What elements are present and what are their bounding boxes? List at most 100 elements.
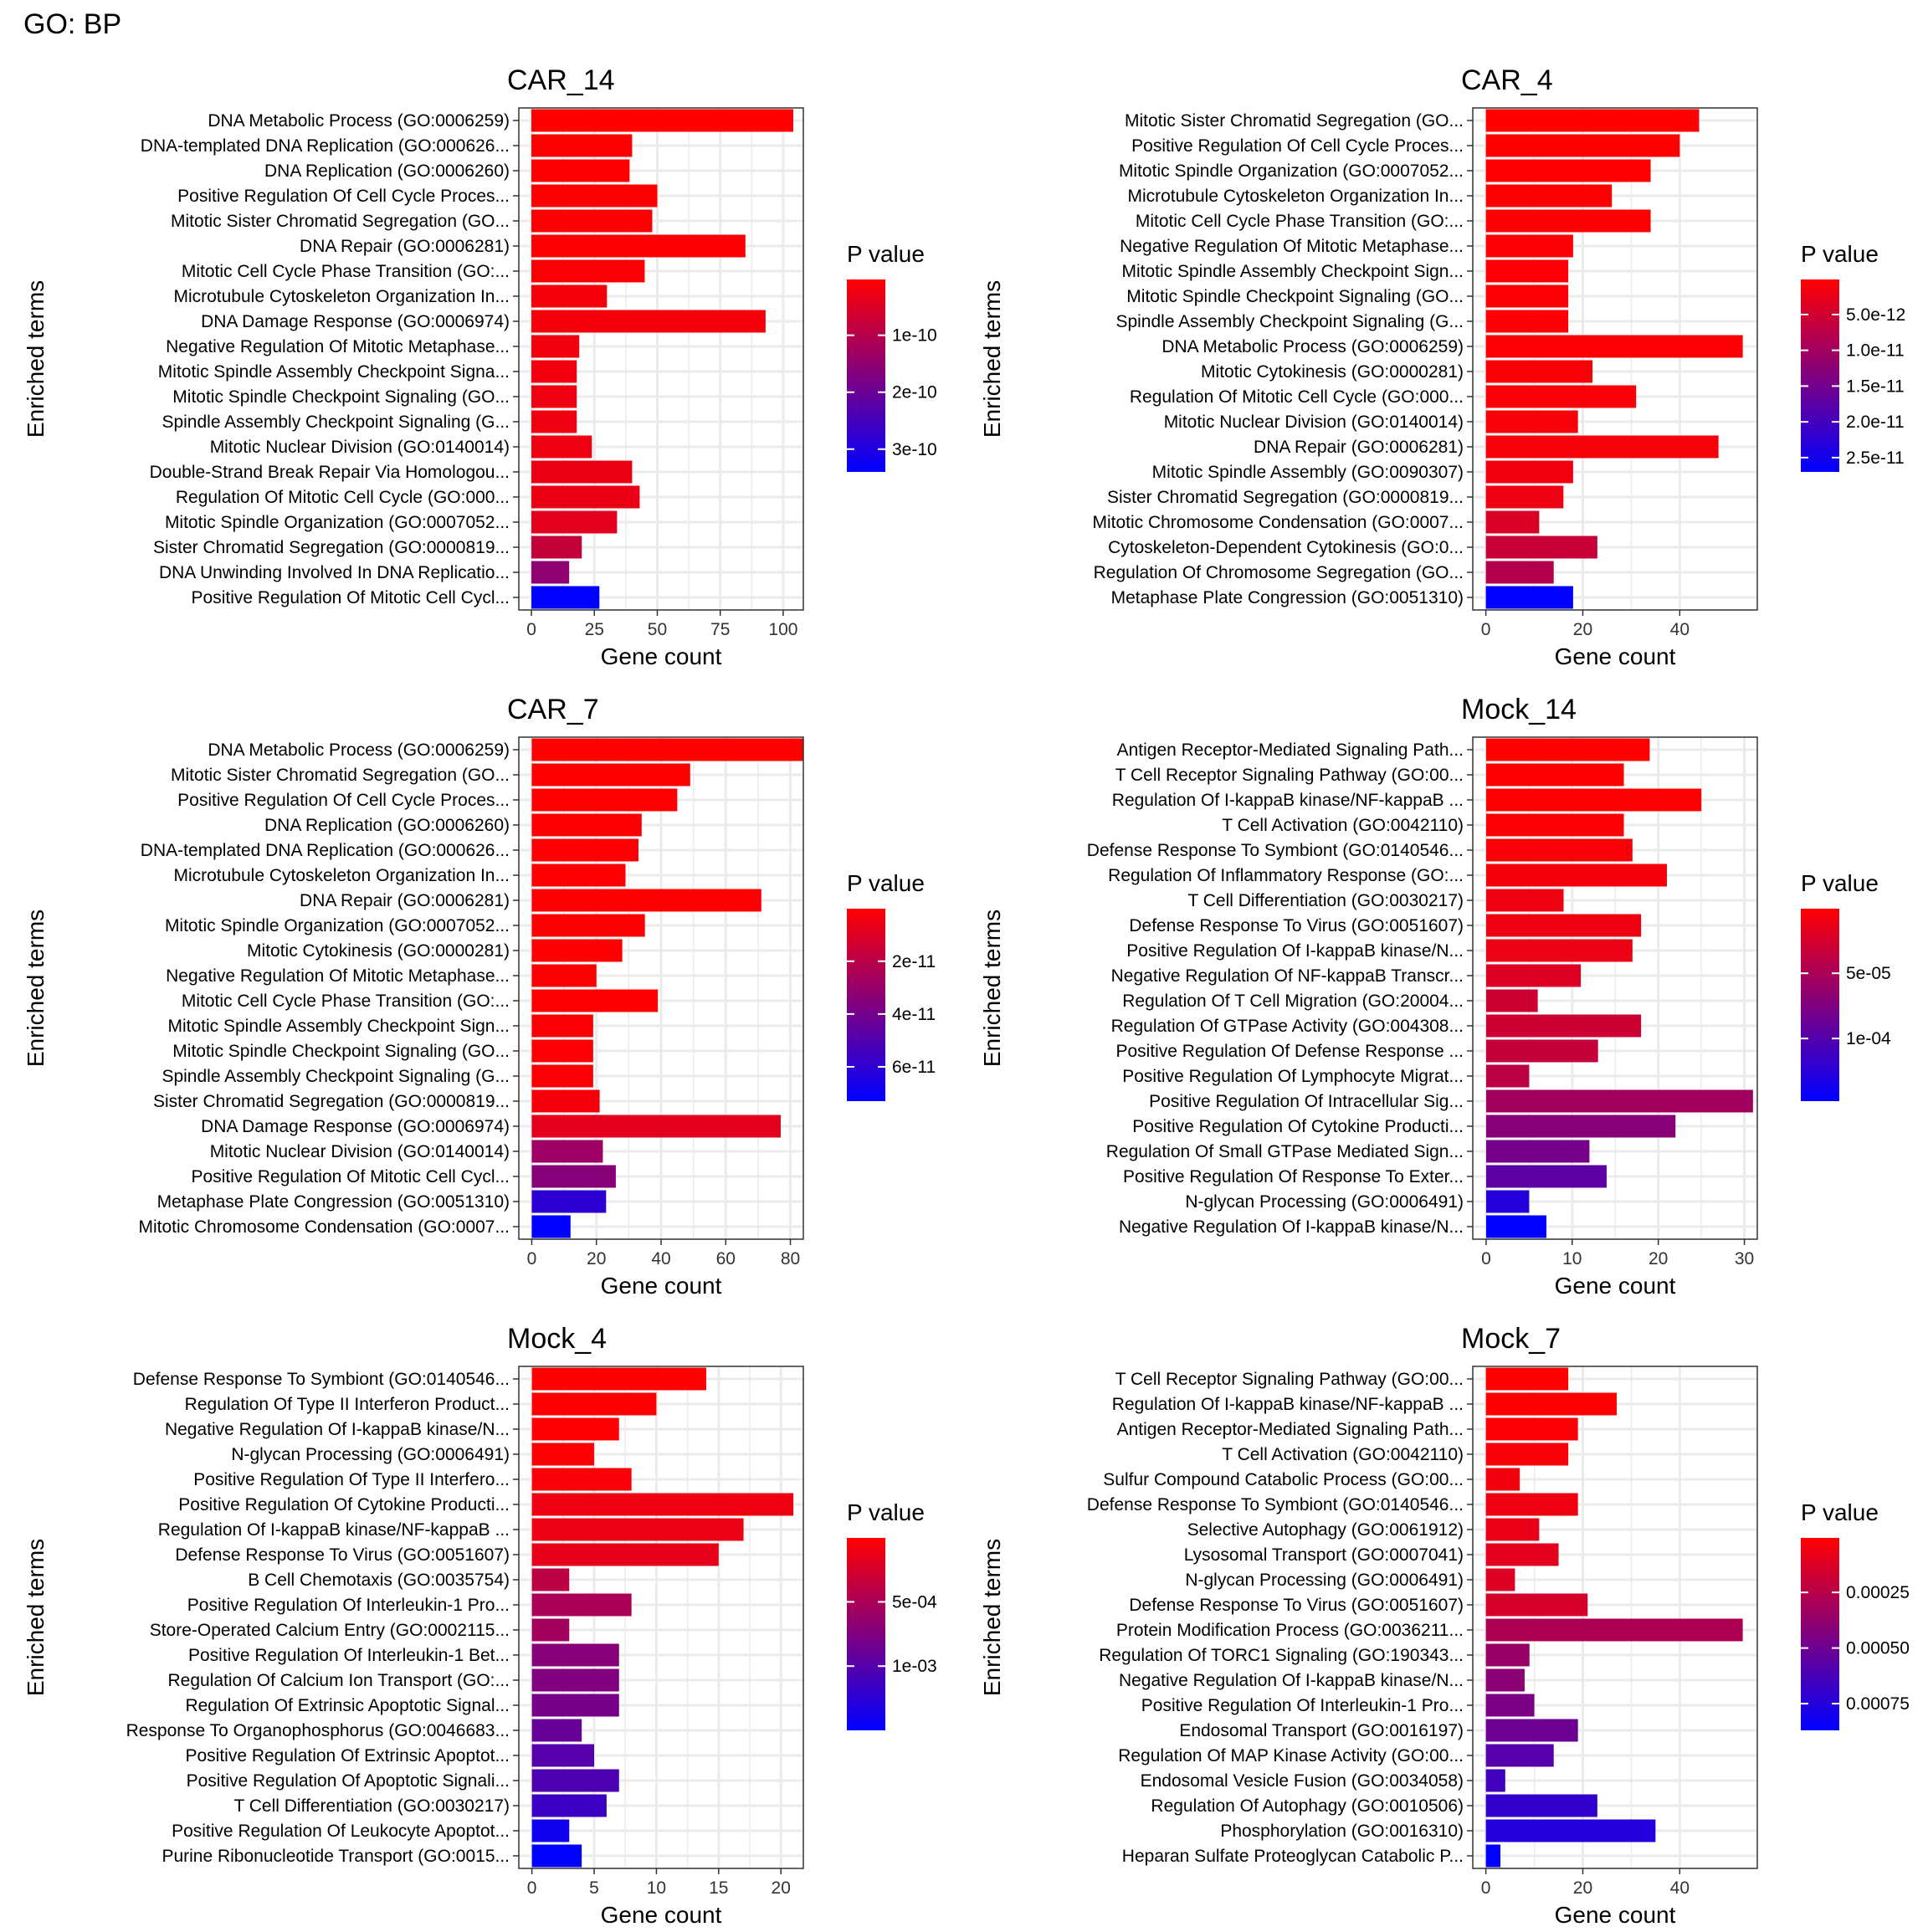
y-tick-label: Mitotic Sister Chromatid Segregation (GO…: [1125, 111, 1464, 131]
y-tick-label: Regulation Of MAP Kinase Activity (GO:00…: [1118, 1746, 1464, 1765]
y-tick-label: DNA Repair (GO:0006281): [1254, 438, 1464, 457]
bar: [1485, 1417, 1578, 1441]
bar: [1485, 1140, 1590, 1163]
y-tick-label: DNA Damage Response (GO:0006974): [201, 1117, 510, 1136]
colorbar-tick-label: 2.5e-11: [1846, 448, 1905, 468]
x-axis-title: Gene count: [1555, 1273, 1676, 1299]
bar: [1485, 964, 1582, 987]
bar: [531, 1039, 593, 1063]
y-tick-label: Mitotic Spindle Assembly Checkpoint Sign…: [1121, 262, 1464, 281]
bar: [531, 1769, 619, 1792]
y-tick-label: Positive Regulation Of Response To Exter…: [1123, 1167, 1464, 1186]
y-axis-title: Enriched terms: [979, 1539, 1005, 1696]
y-axis-title: Enriched terms: [979, 280, 1005, 438]
y-tick-label: Selective Autophagy (GO:0061912): [1187, 1520, 1464, 1540]
y-tick-label: Negative Regulation Of I-kappaB kinase/N…: [1119, 1217, 1464, 1237]
y-tick-label: Mitotic Spindle Checkpoint Signaling (GO…: [1126, 287, 1464, 306]
x-tick-label: 60: [716, 1249, 736, 1268]
bar: [531, 1392, 657, 1416]
colorbar-tick-label: 3e-10: [892, 440, 937, 459]
y-tick-label: Positive Regulation Of Cell Cycle Proces…: [177, 791, 510, 810]
y-tick-label: Positive Regulation Of Apoptotic Signali…: [187, 1771, 510, 1791]
bar: [531, 561, 570, 584]
colorbar-tick-label: 1e-10: [892, 326, 937, 346]
y-tick-label: Mitotic Nuclear Division (GO:0140014): [1164, 413, 1464, 432]
bar: [1485, 335, 1743, 358]
y-tick-label: Mitotic Sister Chromatid Segregation (GO…: [171, 212, 510, 231]
bar: [531, 1618, 570, 1642]
y-tick-label: Negative Regulation Of Mitotic Metaphase…: [166, 966, 510, 986]
y-tick-label: Mitotic Cell Cycle Phase Transition (GO:…: [1136, 212, 1464, 231]
bar: [1485, 209, 1651, 233]
bar: [531, 788, 678, 812]
colorbar: [1801, 909, 1839, 1101]
y-tick-label: Regulation Of GTPase Activity (GO:004308…: [1111, 1017, 1464, 1036]
y-tick-label: Regulation Of Extrinsic Apoptotic Signal…: [185, 1696, 510, 1715]
bar: [531, 1064, 593, 1088]
colorbar-tick-label: 5e-05: [1846, 964, 1891, 983]
bar: [531, 360, 577, 383]
bar: [531, 1668, 619, 1692]
y-tick-label: Regulation Of Calcium Ion Transport (GO:…: [168, 1671, 510, 1690]
y-tick-label: Cytoskeleton-Dependent Cytokinesis (GO:0…: [1108, 538, 1464, 557]
bar: [1485, 989, 1538, 1012]
y-tick-label: Regulation Of Chromosome Segregation (GO…: [1094, 563, 1464, 582]
y-tick-label: Mitotic Spindle Organization (GO:0007052…: [165, 916, 510, 935]
y-tick-label: DNA Replication (GO:0006260): [264, 816, 510, 835]
x-tick-label: 100: [768, 620, 797, 639]
bar: [531, 763, 690, 787]
x-tick-label: 50: [648, 620, 667, 639]
y-tick-label: Positive Regulation Of Mitotic Cell Cycl…: [192, 588, 510, 607]
y-tick-label: Negative Regulation Of Mitotic Metaphase…: [166, 337, 510, 356]
y-tick-label: DNA-templated DNA Replication (GO:000626…: [141, 841, 510, 860]
bar: [531, 510, 618, 534]
bar: [1485, 1794, 1597, 1817]
y-tick-label: Regulation Of Autophagy (GO:0010506): [1151, 1796, 1464, 1816]
y-tick-label: Phosphorylation (GO:0016310): [1220, 1822, 1464, 1841]
y-tick-label: Sister Chromatid Segregation (GO:0000819…: [153, 1092, 510, 1111]
bar: [531, 460, 633, 484]
panel-border: [518, 1366, 804, 1869]
plot-panel: [1473, 108, 1757, 610]
bar: [1485, 1568, 1515, 1591]
y-tick-label: DNA Metabolic Process (GO:0006259): [208, 741, 510, 760]
y-tick-label: Mitotic Cytokinesis (GO:0000281): [1201, 362, 1464, 382]
bar: [531, 1468, 632, 1491]
y-tick-label: T Cell Differentiation (GO:0030217): [1187, 891, 1464, 910]
bar: [1485, 1493, 1578, 1516]
bar: [531, 1819, 570, 1842]
y-tick-label: Mitotic Spindle Organization (GO:0007052…: [165, 513, 510, 532]
bar: [1485, 889, 1564, 912]
bar: [531, 1190, 607, 1213]
bar: [1485, 259, 1569, 283]
bar: [1485, 1443, 1569, 1466]
bar: [531, 259, 645, 283]
x-tick-label: 25: [585, 620, 604, 639]
bar: [1485, 1593, 1588, 1617]
bar: [1485, 385, 1637, 408]
colorbar: [847, 909, 885, 1101]
bar: [531, 159, 630, 182]
y-tick-label: DNA Repair (GO:0006281): [300, 237, 510, 256]
y-tick-label: DNA Metabolic Process (GO:0006259): [1161, 337, 1464, 356]
bar: [531, 864, 626, 887]
bar: [1485, 1089, 1753, 1113]
y-tick-label: Endosomal Transport (GO:0016197): [1179, 1721, 1464, 1740]
legend-title: P value: [847, 1499, 925, 1525]
bar: [531, 385, 577, 408]
bar: [1485, 1518, 1540, 1541]
bar: [531, 109, 793, 132]
y-tick-label: Mitotic Spindle Assembly Checkpoint Sign…: [158, 362, 510, 382]
bar: [1485, 813, 1624, 837]
bar: [1485, 1190, 1530, 1213]
bar: [531, 209, 653, 233]
y-tick-label: Regulation Of I-kappaB kinase/NF-kappaB …: [158, 1520, 510, 1540]
y-tick-label: Antigen Receptor-Mediated Signaling Path…: [1117, 1420, 1464, 1439]
bar: [531, 1115, 781, 1138]
bar: [531, 1643, 619, 1667]
y-tick-label: Positive Regulation Of Defense Response …: [1115, 1042, 1464, 1061]
bar: [531, 1719, 582, 1742]
bar: [531, 284, 608, 308]
y-tick-label: Defense Response To Virus (GO:0051607): [175, 1545, 510, 1565]
